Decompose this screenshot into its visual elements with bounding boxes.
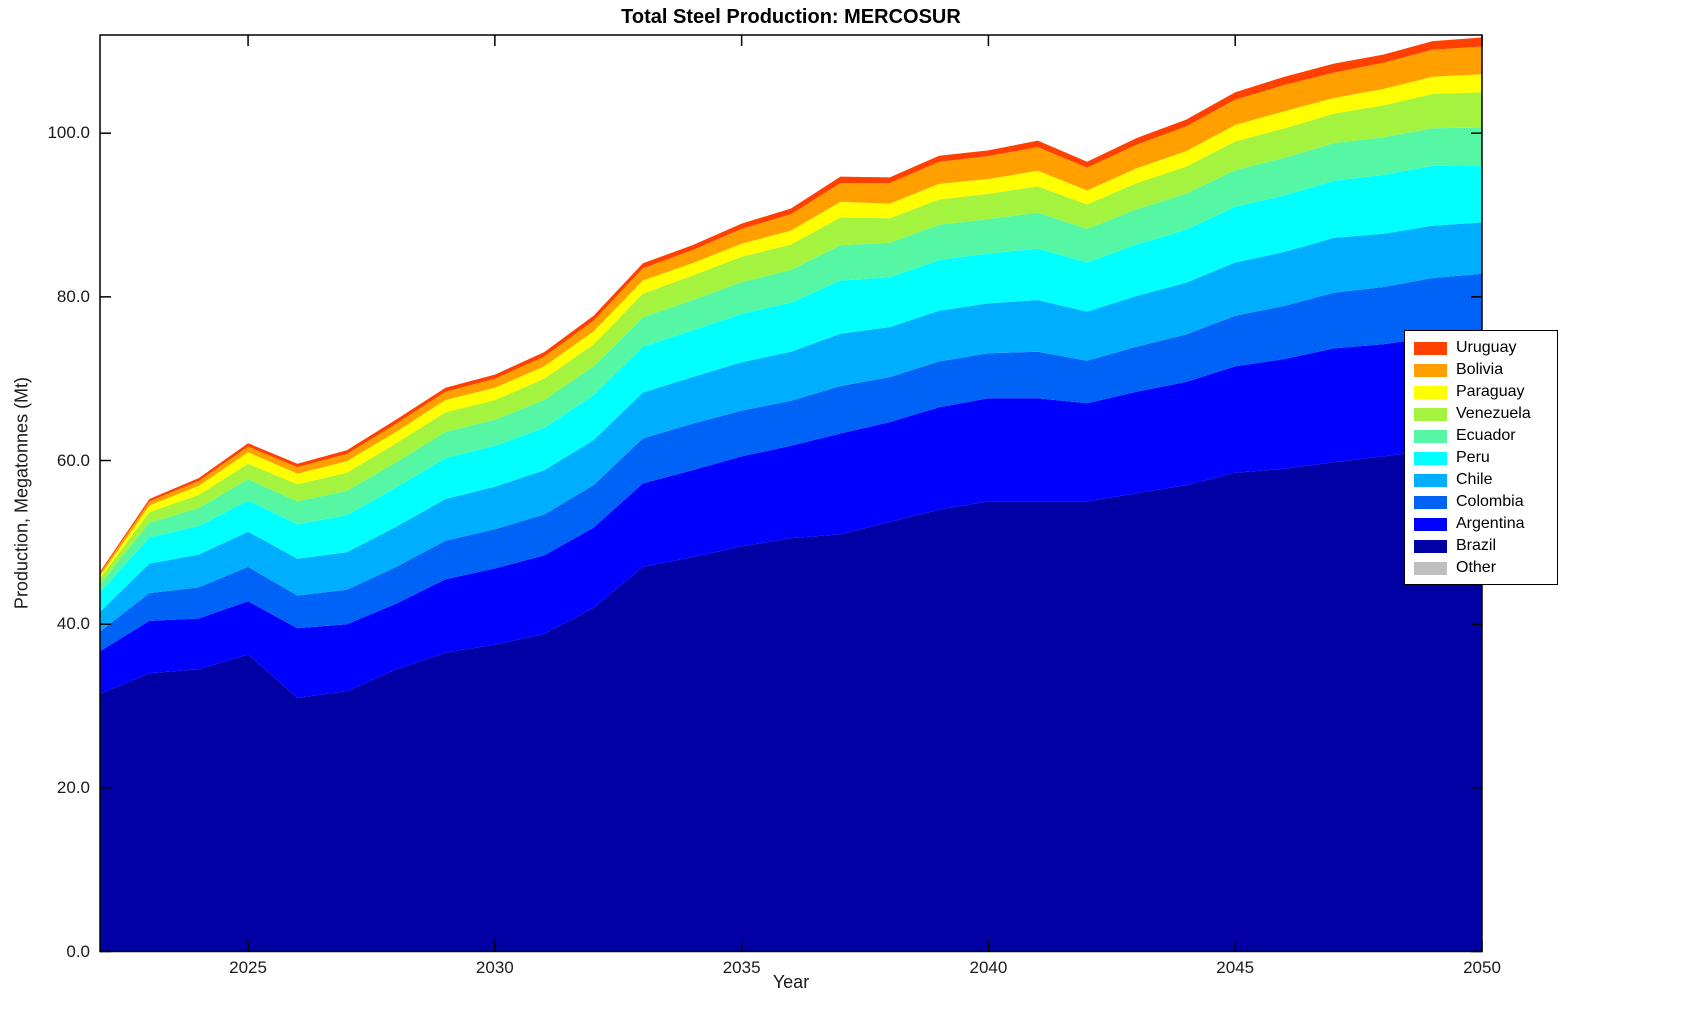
area-peru [100,165,1482,612]
legend-swatch-venezuela [1414,407,1447,421]
x-tick-label-2025: 2025 [229,958,267,977]
legend-swatch-bolivia [1414,363,1447,377]
legend-swatch-paraguay [1414,385,1447,399]
legend: Uruguay Bolivia Paraguay Venezuela Ecuador Pe… [1404,330,1558,585]
legend-item-argentina: Argentina [1405,513,1557,535]
area-colombia [100,273,1482,652]
x-tick-label-2035: 2035 [722,958,761,977]
legend-swatch-brazil [1414,539,1447,553]
legend-swatch-chile [1414,473,1447,487]
y-axis-label: Production, Megatonnes (Mt) [11,376,32,610]
legend-label-other: Other [1456,559,1497,576]
y-tick-label-80.0: 80.0 [56,286,90,306]
area-chile [100,222,1482,632]
legend-label-peru: Peru [1456,449,1490,466]
area-venezuela [100,92,1482,585]
legend-item-peru: Peru [1405,447,1557,469]
legend-swatch-ecuador [1414,429,1447,443]
y-tick-label-0.0: 0.0 [66,941,90,961]
legend-item-paraguay: Paraguay [1405,381,1557,403]
legend-swatch-uruguay [1414,341,1447,355]
y-tick-label-100.0: 100.0 [47,123,90,143]
legend-item-bolivia: Bolivia [1405,359,1557,381]
legend-label-venezuela: Venezuela [1456,405,1531,422]
x-tick-label-2030: 2030 [475,958,514,977]
legend-label-uruguay: Uruguay [1456,339,1517,356]
legend-swatch-colombia [1414,495,1447,509]
legend-item-brazil: Brazil [1405,535,1557,557]
legend-swatch-peru [1414,451,1447,465]
chart-title: Total Steel Production: MERCOSUR [621,6,961,28]
legend-item-ecuador: Ecuador [1405,425,1557,447]
area-ecuador [100,127,1482,593]
legend-label-chile: Chile [1456,471,1493,488]
legend-item-uruguay: Uruguay [1405,337,1557,359]
legend-label-argentina: Argentina [1456,515,1525,532]
legend-item-other: Other [1405,557,1557,579]
x-axis-label: Year [772,972,810,992]
x-tick-label-2045: 2045 [1216,958,1255,977]
x-tick-label-2040: 2040 [969,958,1008,977]
legend-swatch-other [1414,561,1447,575]
legend-label-brazil: Brazil [1456,537,1497,554]
legend-label-bolivia: Bolivia [1456,361,1504,378]
y-tick-label-20.0: 20.0 [56,777,90,797]
area-brazil [100,448,1482,952]
area-argentina [100,334,1482,698]
legend-label-ecuador: Ecuador [1456,427,1516,444]
x-tick-label-2050: 2050 [1463,958,1501,977]
legend-label-paraguay: Paraguay [1456,383,1525,400]
legend-item-chile: Chile [1405,469,1557,491]
y-tick-label-40.0: 40.0 [56,614,90,634]
legend-swatch-argentina [1414,517,1447,531]
legend-label-colombia: Colombia [1456,493,1524,510]
legend-item-venezuela: Venezuela [1405,403,1557,425]
y-tick-label-60.0: 60.0 [56,450,90,470]
stacked-areas [100,37,1482,952]
legend-item-colombia: Colombia [1405,491,1557,513]
